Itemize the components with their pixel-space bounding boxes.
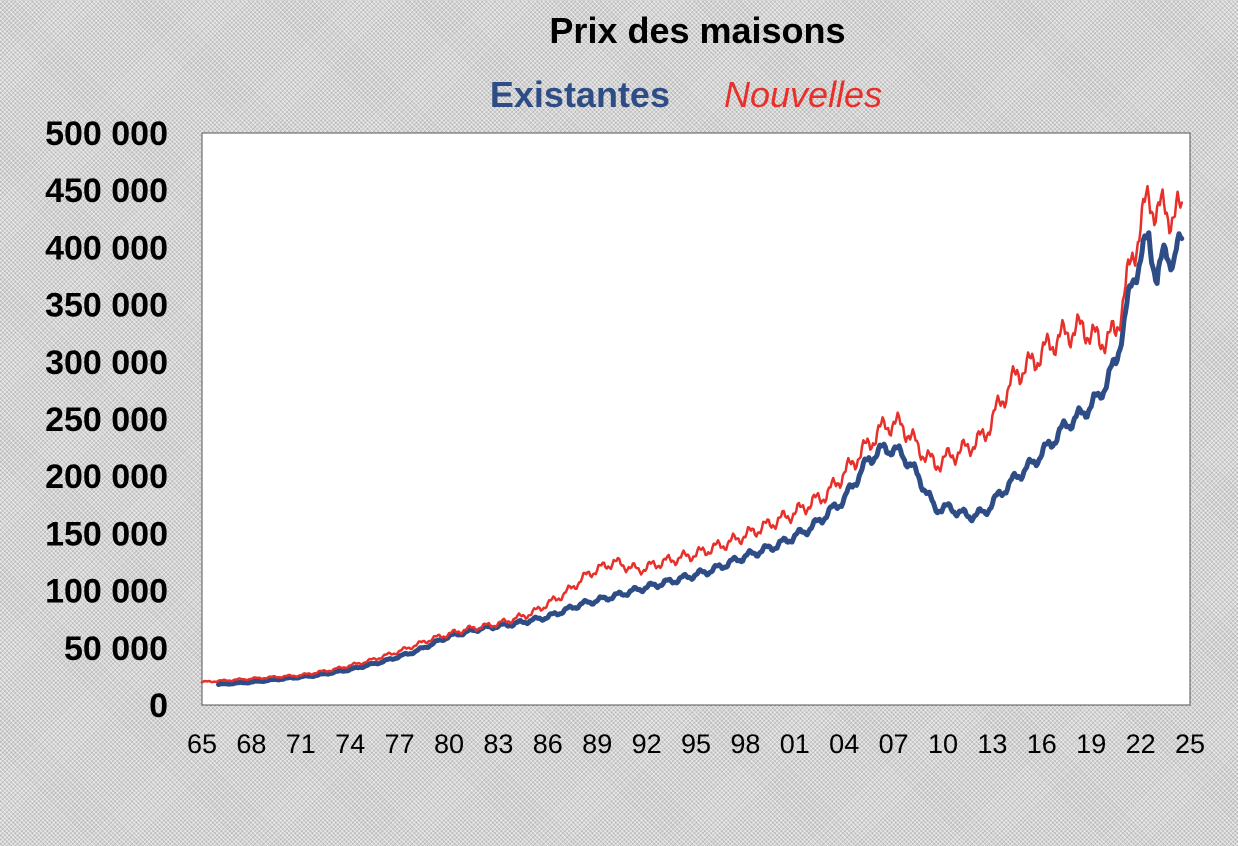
legend-item-nouvelles: Nouvelles	[724, 74, 883, 115]
y-tick-label: 450 000	[45, 172, 168, 210]
x-tick-label: 74	[335, 729, 365, 759]
x-axis: 65 68 71 74 77 80 83 86 89 92 95 98 01 04 07 10 13 16 19 22…	[187, 729, 1205, 759]
x-tick-label: 13	[977, 729, 1007, 759]
x-tick-label: 65	[187, 729, 217, 759]
x-tick-label: 86	[533, 729, 563, 759]
y-tick-label: 150 000	[45, 515, 168, 553]
x-tick-label: 83	[483, 729, 513, 759]
x-tick-label: 95	[681, 729, 711, 759]
x-tick-label: 89	[582, 729, 612, 759]
chart-title: Prix des maisons	[549, 10, 846, 51]
x-tick-label: 68	[236, 729, 266, 759]
x-tick-label: 07	[879, 729, 909, 759]
y-tick-label: 100 000	[45, 573, 168, 611]
x-tick-label: 19	[1076, 729, 1106, 759]
plot-area	[201, 132, 1191, 706]
legend-item-existantes: Existantes	[489, 74, 670, 115]
series-line-existantes	[216, 230, 1185, 687]
y-tick-label: 200 000	[45, 458, 168, 496]
x-tick-label: 92	[632, 729, 662, 759]
y-tick-label: 500 000	[45, 115, 168, 153]
x-tick-label: 22	[1126, 729, 1156, 759]
x-tick-label: 10	[928, 729, 958, 759]
series-line-nouvelles	[200, 184, 1184, 684]
x-tick-label: 25	[1175, 729, 1205, 759]
x-tick-label: 98	[730, 729, 760, 759]
y-tick-label: 50 000	[64, 630, 168, 668]
y-axis: 0 50 000 100 000 150 000 200 000 250 000 300 0…	[45, 115, 168, 725]
y-tick-label: 400 000	[45, 229, 168, 267]
x-tick-label: 80	[434, 729, 464, 759]
series-layer	[200, 184, 1185, 687]
x-tick-label: 16	[1027, 729, 1057, 759]
y-tick-label: 300 000	[45, 344, 168, 382]
x-tick-label: 01	[780, 729, 810, 759]
x-tick-label: 71	[286, 729, 316, 759]
x-tick-label: 77	[385, 729, 415, 759]
legend: Existantes Nouvelles	[0, 74, 1238, 116]
y-tick-label: 250 000	[45, 401, 168, 439]
x-tick-label: 04	[829, 729, 859, 759]
y-tick-label: 350 000	[45, 287, 168, 325]
y-tick-label: 0	[149, 687, 168, 725]
